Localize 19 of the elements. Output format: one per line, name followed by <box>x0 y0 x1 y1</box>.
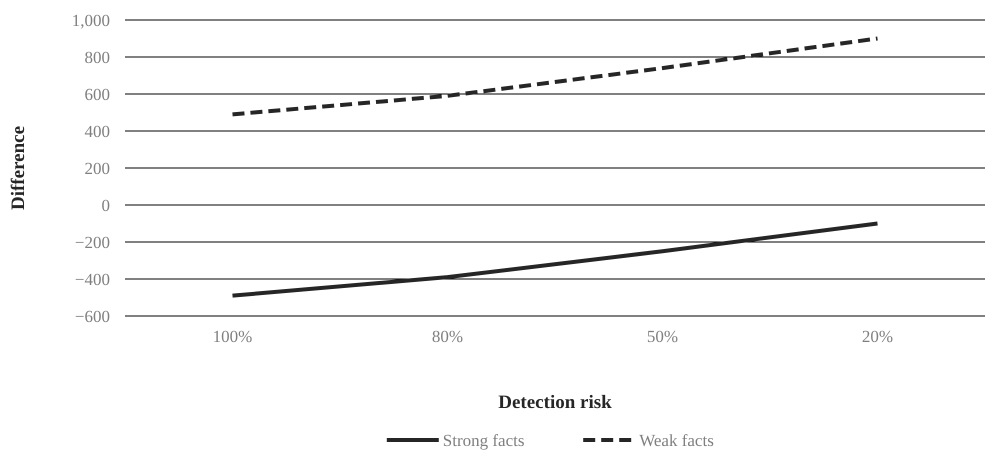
y-axis-title: Difference <box>8 126 29 210</box>
x-tick-label: 50% <box>646 327 678 346</box>
x-tick-label: 100% <box>212 327 252 346</box>
y-tick-label: −200 <box>74 232 110 252</box>
x-tick-label: 20% <box>862 327 894 346</box>
y-tick-label: 600 <box>84 84 110 104</box>
line-series <box>230 222 880 298</box>
legend-label: Weak facts <box>639 430 714 450</box>
x-tick-label: 80% <box>432 327 464 346</box>
y-tick-label: 800 <box>84 48 110 67</box>
y-tick-label: −600 <box>74 306 110 326</box>
legend-label: Strong facts <box>442 430 524 450</box>
line-series <box>230 36 880 116</box>
y-tick-label: −400 <box>74 270 110 289</box>
y-tick-label: 1,000 <box>72 10 110 30</box>
y-tick-label: 0 <box>102 196 110 215</box>
y-tick-label: 400 <box>84 122 110 141</box>
x-axis-title: Detection risk <box>498 392 612 413</box>
y-tick-label: 200 <box>84 158 110 178</box>
